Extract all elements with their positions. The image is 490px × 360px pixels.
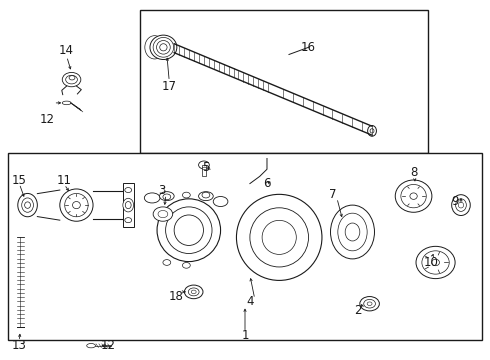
- Bar: [123, 183, 134, 227]
- Ellipse shape: [213, 197, 228, 207]
- Circle shape: [153, 207, 172, 221]
- Text: 13: 13: [12, 339, 26, 352]
- Bar: [8, 153, 482, 339]
- Ellipse shape: [368, 126, 376, 136]
- Ellipse shape: [360, 297, 379, 311]
- Text: 5: 5: [202, 161, 210, 174]
- Text: 18: 18: [169, 290, 184, 303]
- Ellipse shape: [410, 193, 417, 199]
- Ellipse shape: [166, 207, 212, 253]
- Ellipse shape: [198, 192, 213, 201]
- Text: 15: 15: [12, 174, 26, 186]
- Text: 6: 6: [263, 177, 271, 190]
- Text: 3: 3: [158, 184, 166, 197]
- Text: 10: 10: [423, 256, 438, 269]
- Ellipse shape: [73, 202, 80, 209]
- Text: 12: 12: [100, 339, 116, 352]
- Ellipse shape: [22, 198, 33, 212]
- Ellipse shape: [153, 37, 173, 57]
- Ellipse shape: [364, 300, 375, 308]
- Ellipse shape: [188, 288, 199, 296]
- Ellipse shape: [416, 246, 455, 279]
- Ellipse shape: [432, 259, 440, 266]
- Text: 16: 16: [301, 41, 316, 54]
- Ellipse shape: [250, 208, 309, 267]
- Ellipse shape: [157, 199, 220, 262]
- Ellipse shape: [422, 251, 449, 274]
- Text: 7: 7: [329, 188, 337, 201]
- Ellipse shape: [338, 213, 367, 251]
- Bar: [201, 165, 206, 176]
- Text: 12: 12: [40, 113, 54, 126]
- Text: 9: 9: [451, 195, 459, 208]
- Text: 8: 8: [410, 166, 417, 179]
- Ellipse shape: [395, 180, 432, 212]
- Ellipse shape: [159, 192, 174, 201]
- Ellipse shape: [65, 193, 88, 217]
- Ellipse shape: [331, 205, 374, 259]
- Ellipse shape: [237, 194, 322, 280]
- Text: 17: 17: [162, 80, 177, 93]
- Text: 11: 11: [57, 174, 72, 186]
- Ellipse shape: [401, 184, 426, 208]
- Text: 2: 2: [354, 305, 361, 318]
- Ellipse shape: [145, 193, 160, 203]
- Ellipse shape: [184, 285, 203, 299]
- Ellipse shape: [452, 195, 470, 216]
- Ellipse shape: [60, 189, 93, 221]
- Text: 14: 14: [59, 44, 74, 57]
- Text: 1: 1: [241, 329, 249, 342]
- Ellipse shape: [62, 72, 81, 87]
- Ellipse shape: [456, 199, 466, 211]
- Ellipse shape: [157, 41, 170, 54]
- Circle shape: [198, 161, 209, 169]
- Ellipse shape: [18, 193, 37, 217]
- Text: 4: 4: [246, 296, 254, 309]
- Ellipse shape: [123, 198, 134, 212]
- Bar: [140, 10, 428, 153]
- Ellipse shape: [150, 35, 177, 59]
